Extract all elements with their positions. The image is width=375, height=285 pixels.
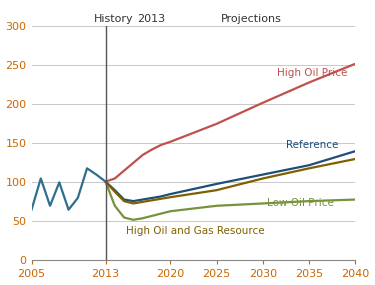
Text: History: History bbox=[94, 14, 134, 24]
Text: 2013: 2013 bbox=[137, 14, 165, 24]
Text: Projections: Projections bbox=[221, 14, 282, 24]
Text: High Oil Price: High Oil Price bbox=[277, 68, 347, 78]
Text: High Oil and Gas Resource: High Oil and Gas Resource bbox=[126, 226, 264, 236]
Text: Reference: Reference bbox=[286, 140, 338, 150]
Text: Low Oil Price: Low Oil Price bbox=[267, 198, 334, 208]
